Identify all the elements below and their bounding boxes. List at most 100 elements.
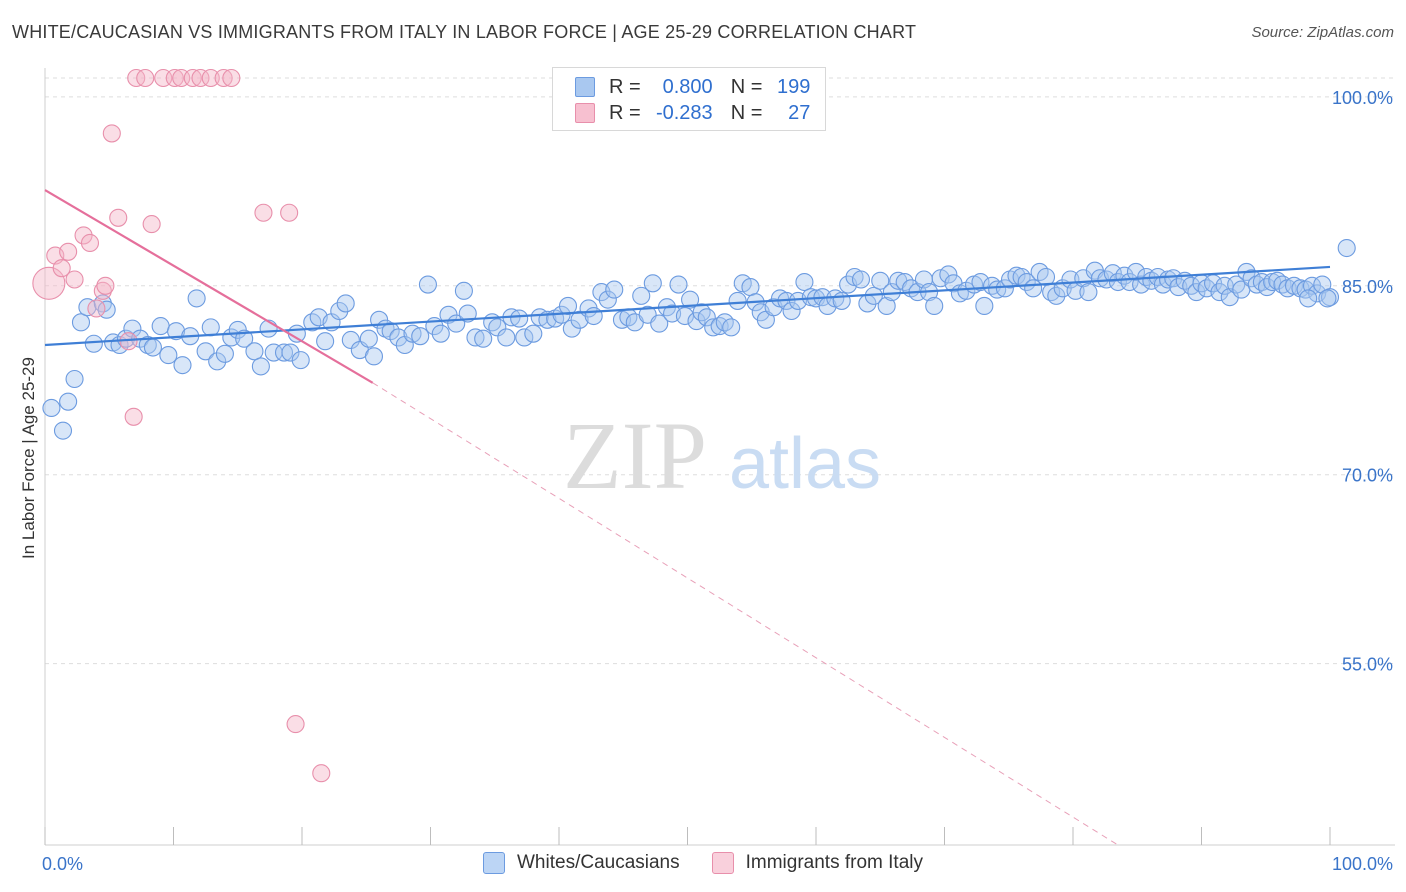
data-point-italy	[93, 281, 112, 300]
legend-swatch-whites	[483, 852, 505, 874]
trendline-whites	[44, 265, 1331, 347]
data-point-whites	[411, 327, 430, 346]
data-point-italy	[214, 68, 233, 88]
data-point-whites	[53, 421, 73, 440]
legend-swatch-blue	[575, 77, 595, 97]
legend-n-value: 27	[788, 101, 811, 124]
data-point-whites	[558, 296, 578, 316]
series-legend: Whites/Caucasians Immigrants from Italy	[0, 852, 1406, 874]
data-point-whites	[1299, 289, 1318, 308]
axes	[44, 68, 1395, 846]
data-point-italy	[254, 203, 273, 222]
data-point-whites	[1079, 283, 1098, 302]
y-tick-label: 55.0%	[1342, 655, 1393, 675]
data-point-whites	[650, 314, 669, 333]
data-point-whites	[167, 322, 186, 341]
data-point-whites	[877, 296, 896, 316]
data-point-whites	[59, 392, 78, 411]
data-point-whites	[795, 272, 814, 292]
series-whites-points	[42, 238, 1356, 440]
data-point-whites	[208, 352, 227, 371]
data-point-whites	[458, 304, 477, 323]
data-point-whites	[1103, 264, 1122, 283]
legend-n-label: N =	[730, 75, 763, 98]
data-point-whites	[605, 280, 624, 299]
data-point-whites	[474, 329, 493, 348]
data-point-whites	[138, 335, 157, 355]
data-point-whites	[159, 346, 178, 365]
data-point-whites	[975, 296, 994, 316]
correlation-legend: R = 0.800 N = 199 R = -0.283 N = 27	[552, 67, 826, 131]
gridlines	[45, 77, 1395, 665]
data-point-whites	[84, 334, 103, 353]
x-tick-label: 100.0%	[1332, 854, 1393, 874]
legend-r-label: R =	[609, 75, 641, 98]
data-point-italy	[191, 68, 210, 88]
y-axis-label-group: In Labor Force | Age 25-29	[19, 357, 38, 559]
data-point-whites	[151, 317, 170, 336]
data-point-whites	[341, 330, 360, 350]
legend-item-whites[interactable]: Whites/Caucasians	[483, 852, 680, 874]
data-point-whites	[697, 308, 716, 327]
data-point-whites	[316, 332, 335, 351]
watermark-atlas: atlas	[729, 424, 881, 504]
legend-label-italy: Immigrants from Italy	[745, 852, 923, 873]
data-point-whites	[418, 275, 437, 294]
data-point-whites	[291, 351, 310, 370]
data-point-whites	[336, 294, 355, 313]
data-point-whites	[939, 265, 958, 284]
data-point-whites	[497, 328, 516, 347]
data-point-italy	[183, 68, 202, 88]
source-label: Source: ZipAtlas.com	[1251, 24, 1394, 41]
data-point-whites	[782, 301, 801, 321]
data-point-italy	[96, 276, 115, 295]
data-point-italy	[124, 407, 143, 426]
data-point-whites	[728, 291, 747, 310]
data-point-whites	[187, 289, 206, 308]
legend-label-whites: Whites/Caucasians	[517, 852, 680, 873]
data-point-whites	[431, 324, 450, 343]
data-point-italy	[142, 215, 161, 234]
data-point-whites	[281, 343, 300, 362]
legend-swatch-italy	[711, 852, 734, 874]
data-point-italy	[102, 124, 121, 143]
data-point-whites	[692, 303, 711, 322]
data-point-italy	[74, 226, 93, 245]
data-point-whites	[988, 280, 1007, 299]
legend-item-italy[interactable]: Immigrants from Italy	[711, 852, 923, 874]
data-point-whites	[722, 318, 741, 337]
data-point-italy	[280, 203, 299, 222]
data-point-whites	[1247, 275, 1266, 294]
data-point-italy	[52, 259, 71, 278]
watermark: ZIP atlas	[563, 402, 881, 509]
y-tick-label: 70.0%	[1342, 466, 1393, 486]
y-axis-label: In Labor Force | Age 25-29	[19, 357, 38, 559]
data-point-whites	[196, 342, 215, 361]
data-point-whites	[871, 271, 890, 290]
data-point-whites	[1047, 286, 1066, 305]
data-point-whites	[330, 301, 349, 321]
data-point-italy	[109, 208, 128, 227]
data-point-whites	[510, 309, 529, 328]
legend-row-italy: R = -0.283 N = 27	[575, 100, 810, 126]
data-point-whites	[1257, 278, 1277, 297]
data-point-whites	[515, 328, 534, 347]
data-point-whites	[632, 286, 651, 305]
trendlines	[44, 189, 1331, 846]
legend-n-value: 199	[777, 75, 811, 98]
data-point-whites	[274, 343, 294, 362]
data-point-whites	[201, 318, 220, 337]
trendline-italy-extension	[372, 382, 1119, 846]
data-point-whites	[251, 357, 270, 376]
data-point-italy	[165, 68, 184, 88]
tick-labels: 55.0% 70.0% 85.0% 100.0% 0.0% 100.0%	[42, 88, 1393, 874]
data-point-whites	[78, 298, 97, 317]
y-tick-label: 100.0%	[1332, 88, 1393, 108]
data-point-whites	[925, 296, 944, 316]
data-point-italy	[80, 233, 100, 253]
data-point-whites	[71, 313, 91, 332]
legend-row-whites: R = 0.800 N = 199	[575, 74, 810, 100]
data-point-whites	[389, 328, 408, 347]
data-point-whites	[359, 329, 378, 348]
